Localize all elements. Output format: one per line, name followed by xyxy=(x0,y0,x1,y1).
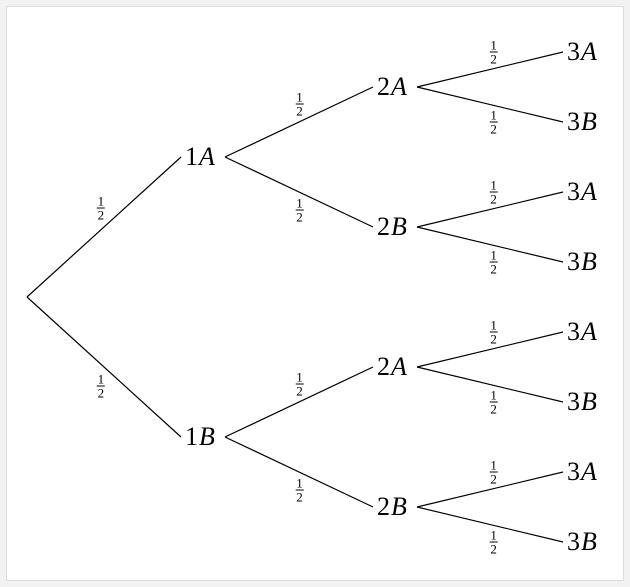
node-letter: B xyxy=(391,492,407,521)
node-letter: A xyxy=(199,142,215,171)
edge-probability: 12 xyxy=(295,196,304,223)
tree-node: 3A xyxy=(567,319,597,345)
tree-node: 2B xyxy=(377,214,407,240)
node-index: 2 xyxy=(377,72,390,101)
node-index: 2 xyxy=(377,492,390,521)
tree-node: 3B xyxy=(567,529,597,555)
node-index: 2 xyxy=(377,212,390,241)
node-index: 1 xyxy=(185,422,198,451)
edge-probability: 12 xyxy=(295,371,304,398)
edge-probability: 12 xyxy=(489,108,498,135)
edge-probability: 12 xyxy=(489,39,498,66)
edge-probability: 12 xyxy=(489,528,498,555)
node-letter: A xyxy=(391,352,407,381)
edge-probability: 12 xyxy=(97,195,106,222)
tree-edge xyxy=(27,297,181,437)
tree-edges xyxy=(7,7,625,582)
node-letter: A xyxy=(581,177,597,206)
node-index: 2 xyxy=(377,352,390,381)
node-index: 3 xyxy=(567,317,580,346)
tree-node: 1B xyxy=(185,424,215,450)
node-letter: B xyxy=(581,387,597,416)
edge-probability: 12 xyxy=(489,179,498,206)
edge-probability: 12 xyxy=(97,372,106,399)
node-index: 3 xyxy=(567,457,580,486)
node-letter: B xyxy=(391,212,407,241)
edge-probability: 12 xyxy=(489,459,498,486)
tree-node: 3A xyxy=(567,179,597,205)
tree-node: 2A xyxy=(377,354,407,380)
node-index: 3 xyxy=(567,527,580,556)
tree-node: 1A xyxy=(185,144,215,170)
node-index: 3 xyxy=(567,107,580,136)
node-letter: A xyxy=(581,37,597,66)
edge-probability: 12 xyxy=(489,319,498,346)
edge-probability: 12 xyxy=(489,388,498,415)
node-index: 3 xyxy=(567,37,580,66)
node-letter: B xyxy=(581,527,597,556)
node-index: 3 xyxy=(567,247,580,276)
node-letter: B xyxy=(581,247,597,276)
tree-node: 3A xyxy=(567,39,597,65)
tree-node: 3B xyxy=(567,249,597,275)
tree-node: 3A xyxy=(567,459,597,485)
edge-probability: 12 xyxy=(295,91,304,118)
node-letter: B xyxy=(199,422,215,451)
tree-node: 2B xyxy=(377,494,407,520)
edge-probability: 12 xyxy=(489,248,498,275)
tree-edge xyxy=(27,157,181,297)
node-letter: B xyxy=(581,107,597,136)
diagram-panel: 12121212121212121212121212121A1B2A2B2A2B… xyxy=(6,6,624,581)
node-index: 3 xyxy=(567,177,580,206)
node-letter: A xyxy=(581,317,597,346)
edge-probability: 12 xyxy=(295,476,304,503)
node-index: 3 xyxy=(567,387,580,416)
tree-node: 2A xyxy=(377,74,407,100)
node-letter: A xyxy=(581,457,597,486)
tree-node: 3B xyxy=(567,109,597,135)
node-index: 1 xyxy=(185,142,198,171)
tree-node: 3B xyxy=(567,389,597,415)
node-letter: A xyxy=(391,72,407,101)
